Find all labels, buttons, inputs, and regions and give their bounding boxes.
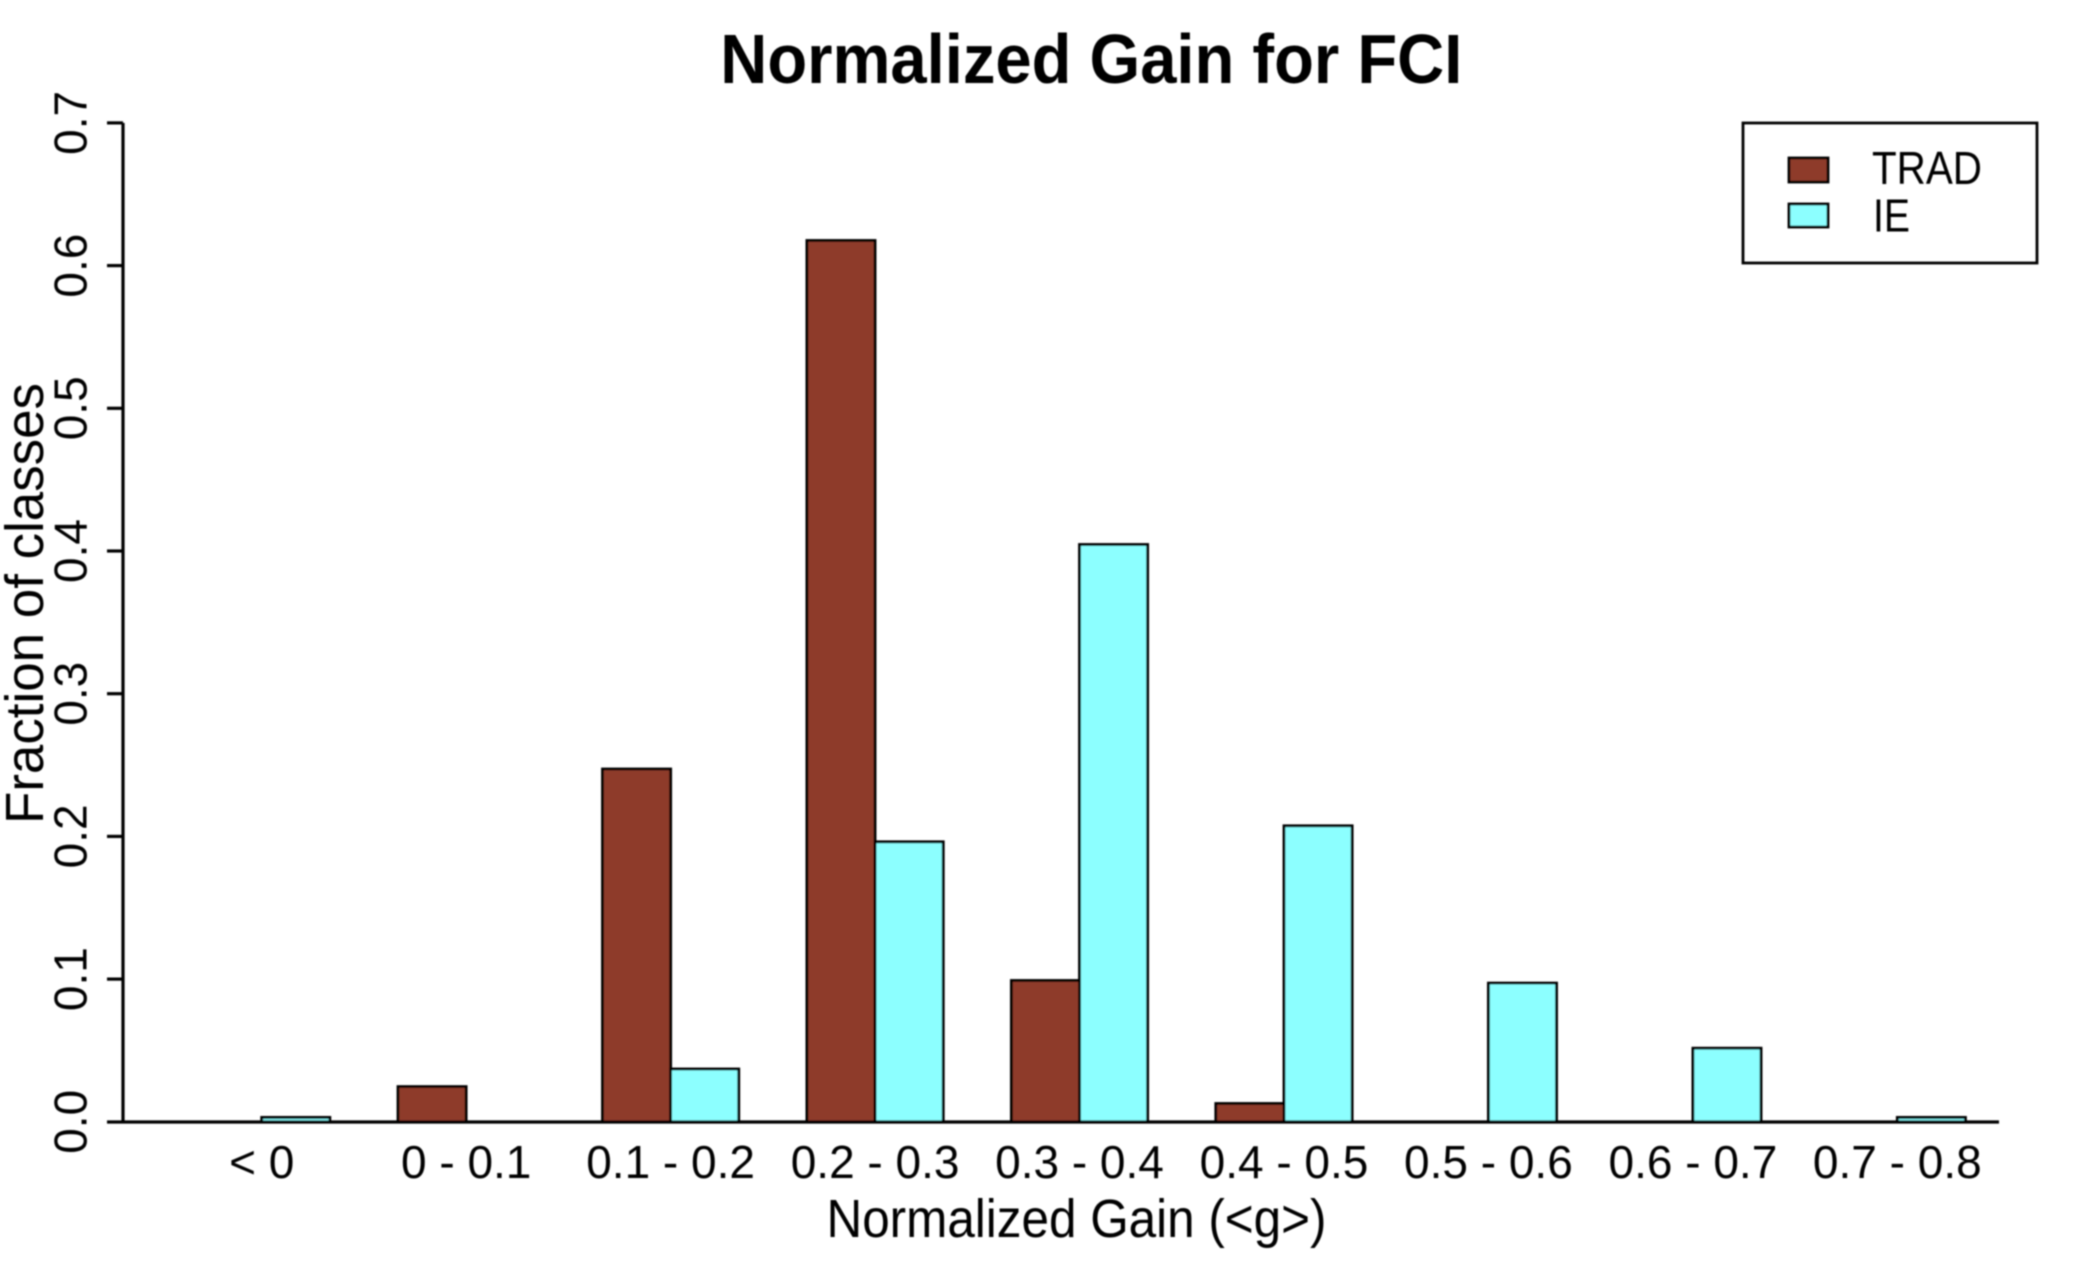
- svg-text:0.4: 0.4: [45, 519, 97, 583]
- svg-text:0.2: 0.2: [45, 804, 97, 868]
- svg-text:0.5: 0.5: [45, 376, 97, 440]
- svg-text:IE: IE: [1873, 189, 1910, 241]
- svg-text:Normalized Gain (<g>): Normalized Gain (<g>): [827, 1189, 1327, 1249]
- svg-text:0.3 - 0.4: 0.3 - 0.4: [995, 1136, 1164, 1188]
- svg-text:0.1 - 0.2: 0.1 - 0.2: [586, 1136, 755, 1188]
- svg-text:0.2 - 0.3: 0.2 - 0.3: [791, 1136, 960, 1188]
- svg-text:TRAD: TRAD: [1872, 142, 1982, 194]
- svg-text:Fraction of classes: Fraction of classes: [0, 383, 55, 824]
- svg-text:0.7 - 0.8: 0.7 - 0.8: [1813, 1136, 1982, 1188]
- svg-text:0.6 - 0.7: 0.6 - 0.7: [1609, 1136, 1778, 1188]
- svg-text:Normalized Gain for FCI: Normalized Gain for FCI: [720, 20, 1462, 98]
- svg-text:0.3: 0.3: [45, 662, 97, 726]
- svg-text:0 - 0.1: 0 - 0.1: [401, 1136, 531, 1188]
- svg-text:0.7: 0.7: [45, 91, 97, 155]
- svg-text:0.5 - 0.6: 0.5 - 0.6: [1404, 1136, 1573, 1188]
- svg-text:0.1: 0.1: [45, 947, 97, 1011]
- svg-text:0.0: 0.0: [45, 1090, 97, 1154]
- svg-text:< 0: < 0: [229, 1136, 294, 1188]
- svg-text:0.4 - 0.5: 0.4 - 0.5: [1200, 1136, 1369, 1188]
- svg-text:0.6: 0.6: [45, 234, 97, 298]
